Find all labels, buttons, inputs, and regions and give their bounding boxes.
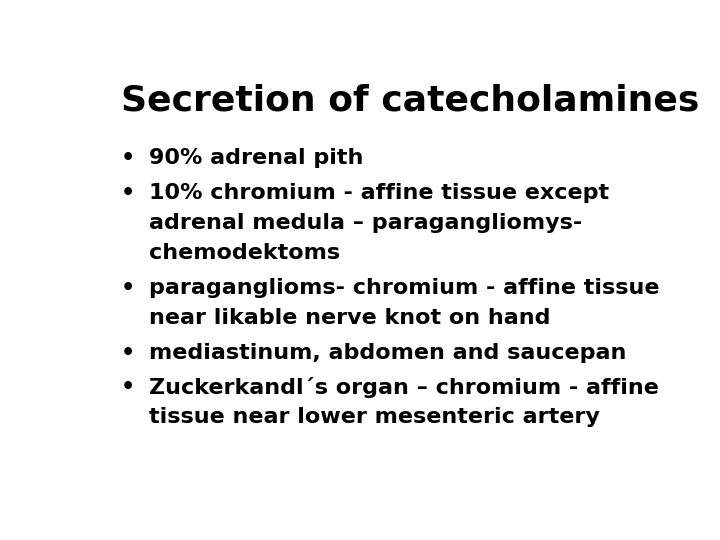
Text: •: • (121, 377, 135, 397)
Text: tissue near lower mesenteric artery: tissue near lower mesenteric artery (148, 407, 600, 428)
Text: paraganglioms- chromium - affine tissue: paraganglioms- chromium - affine tissue (148, 278, 659, 298)
Text: chemodektoms: chemodektoms (148, 243, 340, 263)
Text: •: • (121, 183, 135, 203)
Text: near likable nerve knot on hand: near likable nerve knot on hand (148, 308, 550, 328)
Text: adrenal medula – paragangliomys-: adrenal medula – paragangliomys- (148, 213, 582, 233)
Text: 90% adrenal pith: 90% adrenal pith (148, 148, 363, 168)
Text: Zuckerkandl´s organ – chromium - affine: Zuckerkandl´s organ – chromium - affine (148, 377, 659, 399)
Text: •: • (121, 148, 135, 168)
Text: •: • (121, 342, 135, 362)
Text: •: • (121, 278, 135, 298)
Text: Secretion of catecholamines: Secretion of catecholamines (121, 84, 699, 118)
Text: mediastinum, abdomen and saucepan: mediastinum, abdomen and saucepan (148, 342, 626, 362)
Text: 10% chromium - affine tissue except: 10% chromium - affine tissue except (148, 183, 608, 203)
